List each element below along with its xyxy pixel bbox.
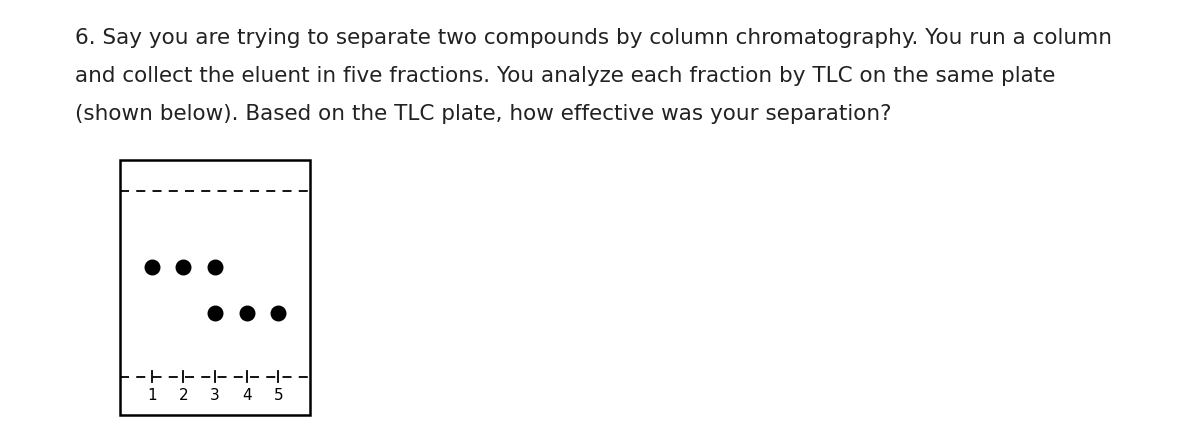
Bar xyxy=(120,160,310,415)
Text: 6. Say you are trying to separate two compounds by column chromatography. You ru: 6. Say you are trying to separate two co… xyxy=(74,28,1112,48)
Point xyxy=(269,309,288,316)
Point xyxy=(174,263,193,271)
Point xyxy=(205,309,224,316)
Point xyxy=(205,263,224,271)
Point xyxy=(142,263,161,271)
Text: and collect the eluent in five fractions. You analyze each fraction by TLC on th: and collect the eluent in five fractions… xyxy=(74,66,1055,86)
Text: 4: 4 xyxy=(242,388,252,403)
Text: (shown below). Based on the TLC plate, how effective was your separation?: (shown below). Based on the TLC plate, h… xyxy=(74,104,892,124)
Text: 5: 5 xyxy=(274,388,283,403)
Text: 3: 3 xyxy=(210,388,220,403)
Text: 2: 2 xyxy=(179,388,188,403)
Text: 1: 1 xyxy=(146,388,156,403)
Point xyxy=(238,309,257,316)
